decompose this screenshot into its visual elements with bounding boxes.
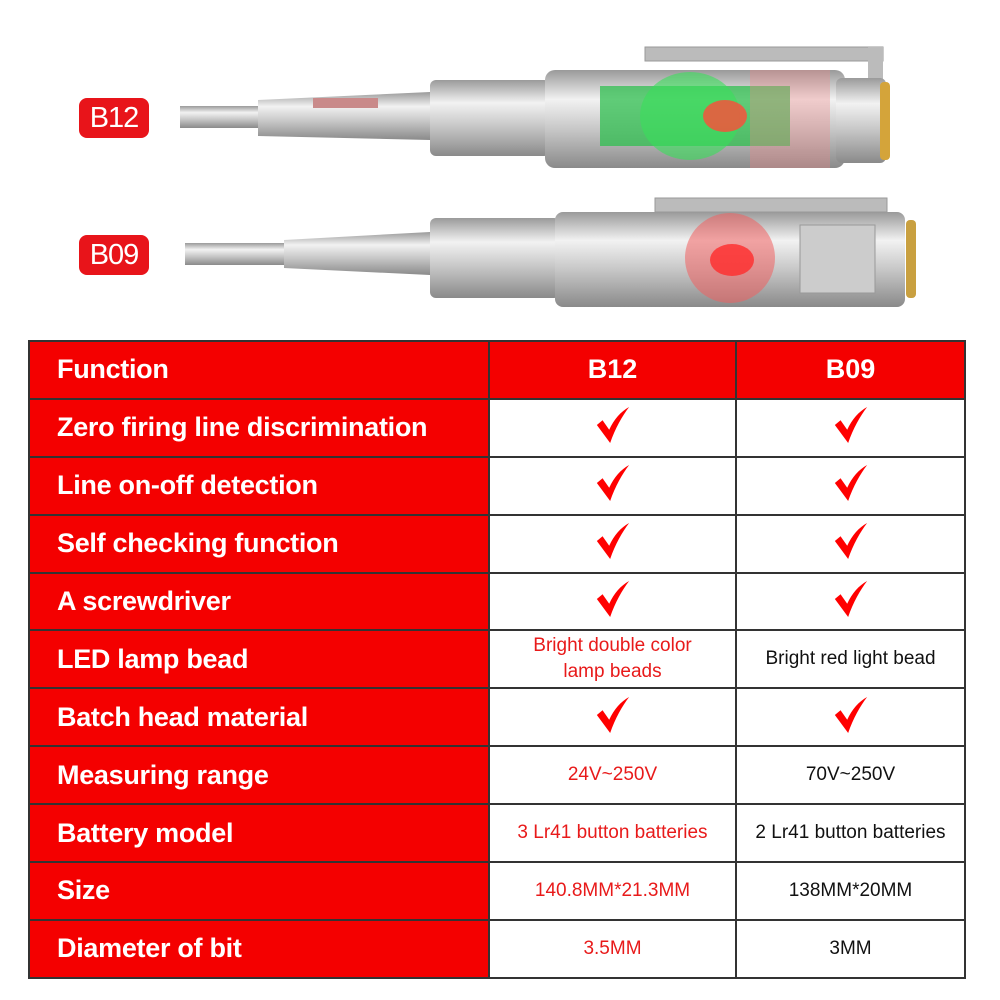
b09-value: 3MM: [829, 937, 872, 959]
row-label: Self checking function: [28, 513, 490, 574]
table-row: LED lamp bead Bright double color lamp be…: [28, 629, 966, 690]
checkmark-icon: [596, 407, 629, 444]
b09-cell: [735, 397, 966, 458]
b12-cell: [488, 571, 737, 632]
table-row: Self checking function: [28, 513, 966, 574]
b09-cell: 138MM*20MM: [735, 861, 966, 921]
b09-value: 70V~250V: [805, 764, 896, 786]
b09-cell: 2 Lr41 button batteries: [735, 803, 966, 864]
b12-cell: [488, 687, 737, 748]
row-label: Line on-off detection: [28, 455, 490, 516]
b09-cell: [735, 513, 966, 574]
b12-cell: Bright double color lamp beads: [488, 629, 737, 690]
b09-cell: [735, 571, 966, 632]
comparison-table: Function B12 B09 Zero firing line discri…: [28, 340, 966, 979]
b09-cell: Bright red light bead: [735, 629, 966, 690]
header-function: Function: [28, 340, 490, 400]
checkmark-icon: [834, 465, 867, 502]
model-badge-b09: B09: [79, 235, 149, 275]
header-b12: B12: [488, 340, 737, 400]
b12-value: Bright double color lamp beads: [533, 635, 692, 683]
checkmark-icon: [596, 523, 629, 560]
header-b09: B09: [735, 340, 966, 400]
checkmark-icon: [834, 407, 867, 444]
table-row: Battery model 3 Lr41 button batteries 2 Lr…: [28, 803, 966, 864]
b12-cell: [488, 455, 737, 516]
b09-cell: [735, 687, 966, 748]
b09-cell: 3MM: [735, 918, 966, 979]
table-row: Diameter of bit 3.5MM 3MM: [28, 918, 966, 979]
b09-value: 138MM*20MM: [788, 879, 913, 901]
b09-value: Bright red light bead: [765, 648, 936, 670]
b12-value: 3 Lr41 button batteries: [517, 822, 708, 844]
table-header-row: Function B12 B09: [28, 340, 966, 400]
table-row: Zero firing line discrimination: [28, 397, 966, 458]
b12-cell: 140.8MM*21.3MM: [488, 861, 737, 921]
row-label: Measuring range: [28, 745, 490, 806]
row-label: Batch head material: [28, 687, 490, 748]
checkmark-icon: [596, 580, 629, 618]
checkmark-icon: [834, 523, 867, 560]
row-label: Size: [28, 861, 490, 921]
b12-tester-image: [180, 46, 916, 307]
table-row: Measuring range 24V~250V 70V~250V: [28, 745, 966, 806]
model-badge-b12: B12: [79, 98, 149, 138]
checkmark-icon: [596, 465, 629, 502]
b09-cell: [735, 455, 966, 516]
row-label: A screwdriver: [28, 571, 490, 632]
table-row: Line on-off detection: [28, 455, 966, 516]
table-row: A screwdriver: [28, 571, 966, 632]
row-label: Zero firing line discrimination: [28, 397, 490, 458]
checkmark-icon: [834, 696, 867, 733]
b12-cell: 3 Lr41 button batteries: [488, 803, 737, 864]
b09-cell: 70V~250V: [735, 745, 966, 806]
b12-cell: [488, 397, 737, 458]
row-label: LED lamp bead: [28, 629, 490, 690]
row-label: Diameter of bit: [28, 918, 490, 979]
b12-cell: 3.5MM: [488, 918, 737, 979]
row-label: Battery model: [28, 803, 490, 864]
checkmark-icon: [596, 696, 629, 733]
checkmark-icon: [834, 580, 867, 618]
table-row: Batch head material: [28, 687, 966, 748]
b09-value: 2 Lr41 button batteries: [755, 822, 946, 844]
b12-cell: 24V~250V: [488, 745, 737, 806]
b12-value: 24V~250V: [567, 764, 658, 786]
b12-value: 140.8MM*21.3MM: [534, 879, 691, 901]
b12-value: 3.5MM: [583, 937, 642, 959]
table-row: Size 140.8MM*21.3MM 138MM*20MM: [28, 861, 966, 921]
b12-cell: [488, 513, 737, 574]
